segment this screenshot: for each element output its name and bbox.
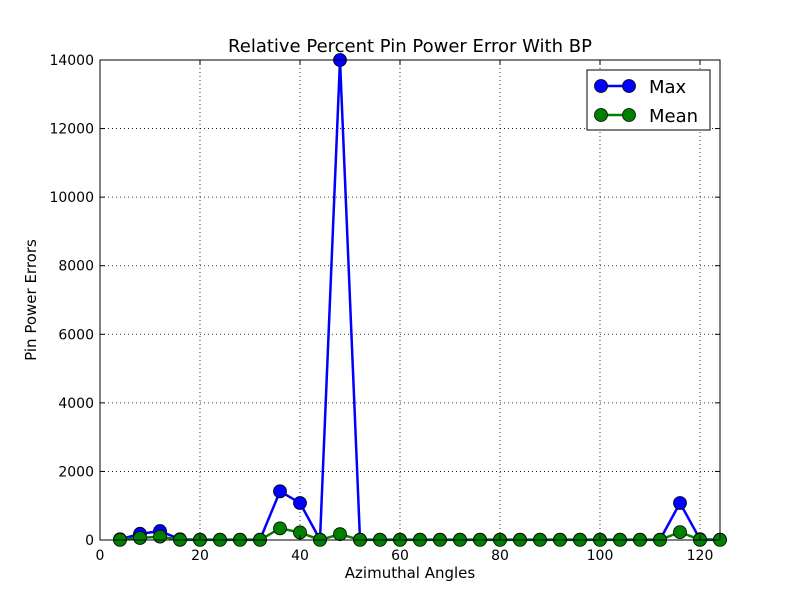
x-tick-label: 20 bbox=[191, 548, 209, 564]
data-point bbox=[293, 496, 307, 510]
x-axis-label: Azimuthal Angles bbox=[345, 564, 476, 582]
x-tick-label: 40 bbox=[291, 548, 309, 564]
y-tick-label: 12000 bbox=[49, 122, 94, 138]
legend-entry: Max bbox=[594, 77, 687, 98]
data-point bbox=[133, 531, 147, 545]
axis-ticks: 0 20 40 60 80 100 120 0 2000 4000 6000 8000 10000 120… bbox=[49, 53, 720, 564]
legend-marker bbox=[594, 79, 608, 93]
legend-marker bbox=[622, 108, 636, 122]
y-tick-label: 2000 bbox=[58, 464, 94, 480]
x-tick-label: 100 bbox=[587, 548, 614, 564]
y-tick-label: 10000 bbox=[49, 190, 94, 206]
y-tick-label: 6000 bbox=[58, 327, 94, 343]
legend-marker bbox=[622, 79, 636, 93]
legend-box bbox=[586, 69, 711, 131]
data-point bbox=[153, 529, 167, 544]
data-point bbox=[273, 484, 287, 499]
chart-title: Relative Percent Pin Power Error With BP bbox=[228, 36, 592, 57]
plot-frame bbox=[99, 59, 721, 541]
x-tick-label: 60 bbox=[391, 548, 409, 564]
legend-label: Max bbox=[649, 77, 687, 98]
chart-legend: Max Mean bbox=[586, 69, 711, 131]
legend-entry: Mean bbox=[594, 106, 698, 127]
data-point bbox=[273, 521, 287, 536]
y-tick-label: 8000 bbox=[58, 259, 94, 275]
y-tick-label: 14000 bbox=[49, 53, 94, 69]
legend-label: Mean bbox=[649, 106, 698, 127]
x-tick-label: 0 bbox=[96, 548, 105, 564]
y-axis-label: Pin Power Errors bbox=[22, 239, 40, 361]
y-tick-label: 0 bbox=[85, 533, 94, 549]
data-point bbox=[673, 525, 687, 540]
data-point bbox=[333, 527, 347, 542]
data-point bbox=[673, 496, 687, 510]
y-tick-label: 4000 bbox=[58, 396, 94, 412]
legend-marker bbox=[594, 108, 608, 122]
x-tick-label: 80 bbox=[491, 548, 509, 564]
x-tick-label: 120 bbox=[687, 548, 714, 564]
